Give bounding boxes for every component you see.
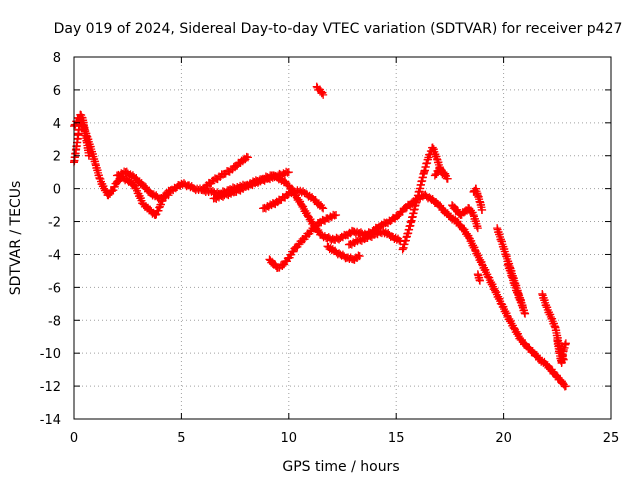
data-point bbox=[319, 204, 328, 213]
plot-frame bbox=[73, 56, 612, 420]
data-point bbox=[318, 203, 327, 212]
data-point bbox=[85, 151, 94, 160]
x-tick-label: 5 bbox=[177, 431, 185, 446]
data-point bbox=[521, 309, 530, 318]
data-point bbox=[319, 90, 328, 99]
y-tick-label: -2 bbox=[48, 216, 61, 231]
data-point bbox=[243, 153, 252, 162]
x-tick-label: 0 bbox=[70, 431, 78, 446]
y-tick-label: 6 bbox=[53, 84, 61, 99]
x-tick-label: 10 bbox=[281, 431, 298, 446]
data-point bbox=[107, 187, 116, 196]
y-tick-label: -4 bbox=[48, 248, 61, 263]
data-point bbox=[332, 210, 341, 219]
data-point bbox=[151, 210, 160, 219]
y-tick-label: -14 bbox=[40, 413, 61, 428]
data-point bbox=[355, 252, 364, 261]
y-axis-label: SDTVAR / TECUs bbox=[8, 181, 24, 296]
y-tick-label: -6 bbox=[48, 281, 61, 296]
axis-ticks bbox=[73, 56, 612, 420]
y-tick-label: -12 bbox=[40, 380, 61, 395]
y-tick-label: 8 bbox=[53, 51, 61, 66]
chart-title: Day 019 of 2024, Sidereal Day-to-day VTE… bbox=[54, 21, 623, 37]
y-tick-label: -8 bbox=[48, 314, 61, 329]
data-point bbox=[163, 190, 172, 199]
data-point bbox=[278, 261, 287, 270]
data-point bbox=[430, 171, 439, 180]
x-tick-label: 20 bbox=[495, 431, 512, 446]
x-axis-label: GPS time / hours bbox=[282, 459, 399, 475]
y-tick-label: 0 bbox=[53, 183, 61, 198]
data-point bbox=[104, 191, 113, 200]
data-point bbox=[284, 168, 293, 177]
data-point bbox=[443, 174, 452, 183]
data-point bbox=[473, 224, 482, 233]
data-point bbox=[561, 339, 570, 348]
data-point bbox=[478, 206, 487, 215]
x-tick-label: 15 bbox=[388, 431, 405, 446]
data-point bbox=[164, 191, 173, 200]
y-tick-label: 2 bbox=[53, 150, 61, 165]
y-tick-label: 4 bbox=[53, 117, 61, 132]
data-point bbox=[516, 334, 525, 343]
y-tick-labels: -14 -12 -10 -8 -6 -4 -2 0 2 4 6 8 bbox=[40, 51, 61, 428]
x-tick-label: 25 bbox=[603, 431, 620, 446]
x-tick-labels: 0 5 10 15 20 25 bbox=[70, 431, 619, 446]
data-point bbox=[317, 89, 326, 98]
data-point bbox=[561, 382, 570, 391]
data-points bbox=[70, 82, 570, 391]
data-point bbox=[475, 276, 484, 285]
y-tick-label: -10 bbox=[40, 347, 61, 362]
